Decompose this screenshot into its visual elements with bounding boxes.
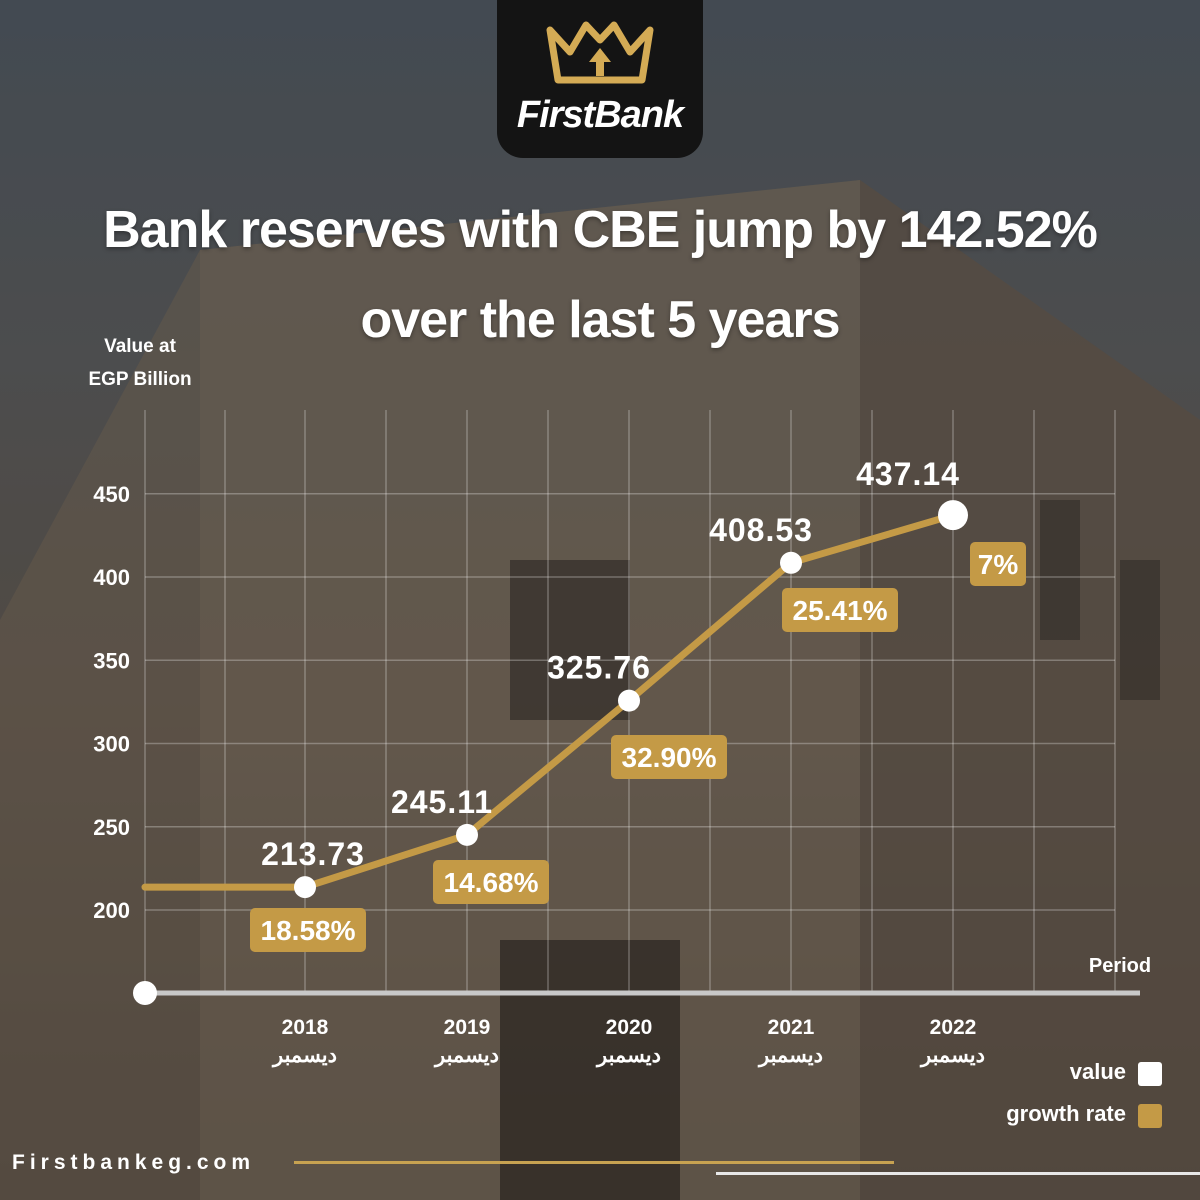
- title-line-1: Bank reserves with CBE jump by 142.52%: [103, 201, 1098, 259]
- x-tick-year: 2018: [282, 1016, 329, 1039]
- title-line-2: over the last 5 years: [360, 291, 840, 349]
- growth-rate-label: 25.41%: [793, 595, 888, 626]
- value-label: 213.73: [261, 836, 365, 872]
- y-tick-label: 350: [93, 648, 130, 673]
- value-label: 437.14: [856, 456, 960, 492]
- value-label: 408.53: [709, 512, 813, 548]
- footer-white-rule: [716, 1172, 1200, 1175]
- x-tick-year: 2021: [768, 1016, 815, 1039]
- value-label: 325.76: [547, 650, 651, 686]
- crown-icon: [546, 21, 654, 84]
- x-tick-year: 2019: [444, 1016, 491, 1039]
- x-tick-month: ديسمبر: [595, 1044, 661, 1068]
- data-point: [618, 689, 640, 712]
- x-tick-month: ديسمبر: [433, 1044, 499, 1068]
- data-point: [780, 551, 802, 574]
- value-label: 245.11: [391, 784, 493, 820]
- x-tick-year: 2022: [930, 1016, 977, 1039]
- series-line-value: [141, 511, 957, 891]
- y-axis-label-line-1: Value at: [104, 336, 176, 357]
- brand-logo: FirstBank: [497, 0, 703, 158]
- x-tick-month: ديسمبر: [919, 1044, 985, 1068]
- y-tick-label: 400: [93, 565, 130, 590]
- x-tick-month: ديسمبر: [271, 1044, 337, 1068]
- data-point: [294, 876, 316, 899]
- y-tick-label: 300: [93, 732, 130, 757]
- growth-rate-label: 32.90%: [622, 742, 717, 773]
- brand-name: FirstBank: [516, 94, 684, 136]
- y-tick-label: 250: [93, 815, 130, 840]
- legend-value-label: value: [1069, 1059, 1126, 1084]
- data-point: [456, 823, 478, 846]
- footer-gold-rule: [294, 1161, 894, 1164]
- x-tick-year: 2020: [606, 1016, 653, 1039]
- x-tick-month: ديسمبر: [757, 1044, 823, 1068]
- legend-growth-swatch: [1138, 1104, 1162, 1128]
- y-tick-label: 200: [93, 898, 130, 923]
- data-point: [938, 500, 968, 531]
- legend-value-swatch: [1138, 1062, 1162, 1086]
- growth-rate-label: 14.68%: [444, 867, 539, 898]
- website-footer: Firstbankeg.com: [12, 1151, 256, 1174]
- growth-rate-badge: [250, 908, 366, 952]
- y-axis-label-line-2: EGP Billion: [88, 369, 192, 390]
- growth-rate-badge: [611, 735, 727, 779]
- growth-rate-badge: [433, 860, 549, 904]
- y-tick-label: 450: [93, 482, 130, 507]
- axis-origin-point: [133, 981, 157, 1005]
- growth-rate-label: 7%: [978, 549, 1019, 580]
- growth-rate-label: 18.58%: [261, 915, 356, 946]
- growth-rate-badge: [970, 542, 1026, 586]
- growth-rate-badge: [782, 588, 898, 632]
- legend-growth-label: growth rate: [1006, 1101, 1126, 1126]
- x-axis-label: Period: [1088, 955, 1152, 977]
